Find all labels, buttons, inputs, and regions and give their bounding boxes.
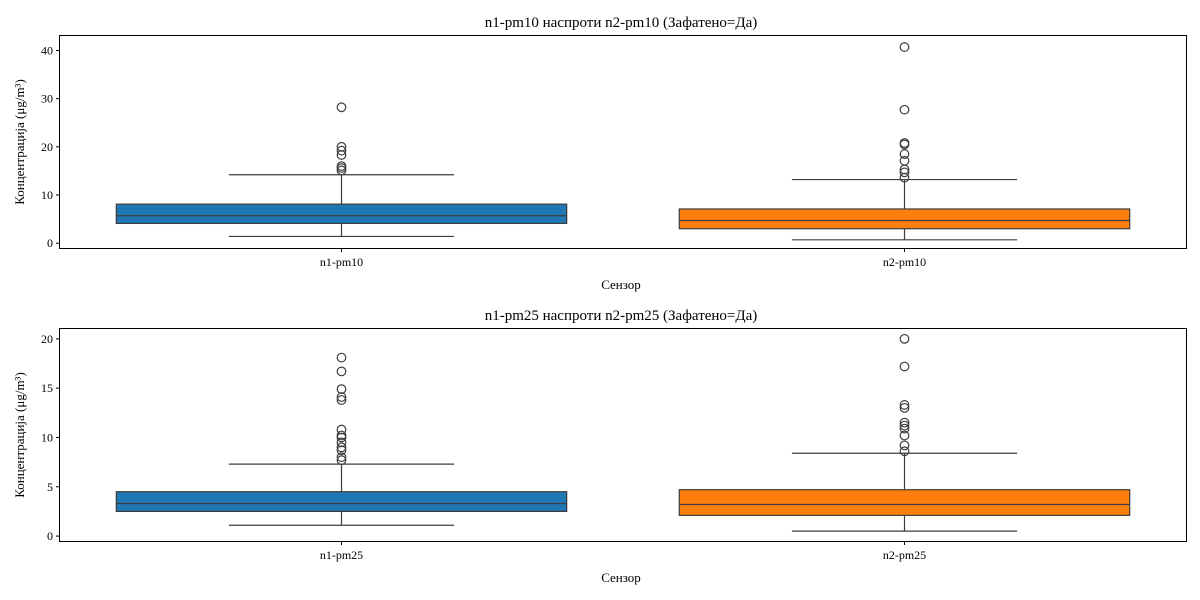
chart-title: n1-pm10 наспроти n2-pm10 (Зафатено=Да) bbox=[485, 15, 758, 31]
plot-area: 0 10 20 30 40 n1-pm10 n2-pm10 bbox=[41, 42, 1131, 269]
y-tick-label: 15 bbox=[41, 381, 53, 395]
y-tick-label: 20 bbox=[41, 140, 53, 154]
outlier-point bbox=[336, 102, 347, 113]
outlier-point bbox=[336, 452, 347, 463]
y-tick-label: 40 bbox=[41, 43, 53, 57]
outlier-point bbox=[899, 149, 910, 159]
x-tick-label: n1-pm25 bbox=[320, 548, 363, 562]
panel-pm10: n1-pm10 наспроти n2-pm10 (Зафатено=Да) К… bbox=[12, 15, 1187, 292]
plot-frame bbox=[59, 328, 1187, 542]
outlier-point bbox=[336, 442, 347, 453]
outlier-point bbox=[336, 445, 347, 456]
x-axis-label: Сензор bbox=[601, 570, 641, 585]
box-n2-pm25 bbox=[678, 333, 1131, 532]
outlier-point bbox=[899, 361, 910, 372]
panel-pm25: n1-pm25 наспроти n2-pm25 (Зафатено=Да) К… bbox=[12, 308, 1187, 585]
x-tick-label: n2-pm25 bbox=[883, 548, 926, 562]
outlier-point bbox=[336, 161, 347, 171]
y-axis-label: Концентрација (μg/m³) bbox=[12, 372, 27, 498]
outlier-point bbox=[899, 42, 910, 52]
iqr-box bbox=[678, 489, 1131, 516]
outlier-point bbox=[336, 141, 347, 152]
iqr-box bbox=[115, 491, 568, 513]
outlier-point bbox=[899, 104, 910, 115]
outlier-point bbox=[336, 366, 347, 377]
outlier-point bbox=[899, 400, 910, 410]
y-tick-label: 20 bbox=[41, 332, 53, 346]
y-tick-label: 30 bbox=[41, 92, 53, 106]
outlier-point bbox=[336, 145, 347, 156]
outlier-point bbox=[899, 402, 910, 413]
box-n1-pm10 bbox=[115, 102, 568, 238]
iqr-box bbox=[678, 208, 1131, 230]
outlier-point bbox=[336, 352, 347, 363]
outlier-point bbox=[899, 417, 910, 428]
outlier-point bbox=[899, 446, 910, 457]
y-tick-label: 10 bbox=[41, 430, 53, 444]
x-tick-label: n1-pm10 bbox=[320, 255, 363, 269]
outlier-point bbox=[336, 437, 347, 448]
outlier-point bbox=[336, 455, 347, 466]
outlier-point bbox=[899, 167, 910, 178]
x-tick-label: n2-pm10 bbox=[883, 255, 926, 269]
y-tick-label: 0 bbox=[47, 529, 53, 543]
outlier-point bbox=[336, 165, 347, 176]
outlier-point bbox=[899, 440, 910, 451]
outlier-point bbox=[899, 155, 910, 166]
y-tick-label: 10 bbox=[41, 188, 53, 202]
chart-title: n1-pm25 наспроти n2-pm25 (Зафатено=Да) bbox=[485, 308, 758, 324]
outlier-point bbox=[899, 333, 910, 344]
plot-frame bbox=[59, 35, 1187, 249]
iqr-box bbox=[115, 203, 568, 225]
outlier-point bbox=[899, 430, 910, 441]
plot-area: 0 5 10 15 20 n1-pm25 n2-pm25 bbox=[41, 332, 1131, 562]
outlier-point bbox=[336, 384, 347, 395]
x-axis-label: Сензор bbox=[601, 277, 641, 292]
outlier-point bbox=[336, 392, 347, 402]
y-axis-label: Концентрација (μg/m³) bbox=[12, 79, 27, 205]
outlier-point bbox=[899, 420, 910, 431]
y-tick-label: 0 bbox=[47, 236, 53, 250]
outlier-point bbox=[336, 395, 347, 405]
box-n1-pm25 bbox=[115, 352, 568, 526]
outlier-point bbox=[336, 430, 347, 441]
outlier-point bbox=[899, 423, 910, 434]
outlier-point bbox=[899, 138, 910, 148]
box-n2-pm10 bbox=[678, 42, 1131, 241]
outlier-point bbox=[336, 424, 347, 435]
y-tick-label: 5 bbox=[47, 480, 53, 494]
